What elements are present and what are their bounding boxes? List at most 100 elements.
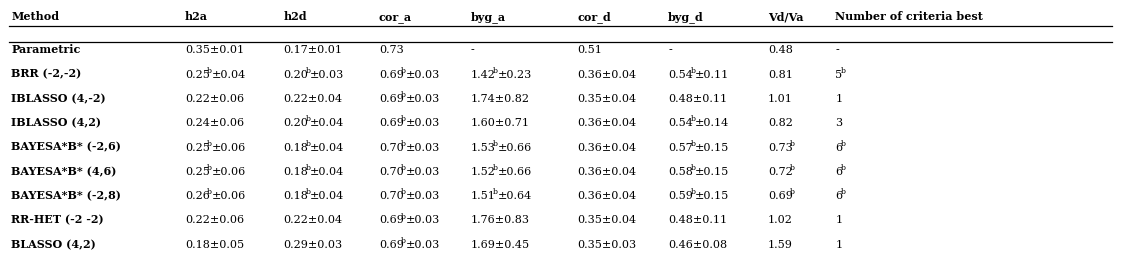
Text: 0.70: 0.70 [379, 191, 404, 201]
Text: b: b [691, 115, 695, 123]
Text: -: - [668, 45, 671, 55]
Text: BLASSO (4,2): BLASSO (4,2) [11, 239, 96, 250]
Text: 3: 3 [835, 118, 842, 128]
Text: 1.53: 1.53 [471, 143, 495, 153]
Text: ±0.03: ±0.03 [406, 240, 439, 250]
Text: 0.18: 0.18 [284, 143, 308, 153]
Text: ±0.06: ±0.06 [212, 167, 245, 177]
Text: ±0.14: ±0.14 [695, 118, 729, 128]
Text: b: b [691, 164, 695, 172]
Text: 0.48: 0.48 [768, 45, 793, 55]
Text: 1.01: 1.01 [768, 94, 793, 104]
Text: 0.46±0.08: 0.46±0.08 [668, 240, 728, 250]
Text: 1.52: 1.52 [471, 167, 495, 177]
Text: 0.22±0.06: 0.22±0.06 [185, 215, 244, 225]
Text: 0.18: 0.18 [284, 167, 308, 177]
Text: ±0.03: ±0.03 [406, 70, 439, 80]
Text: h2a: h2a [185, 11, 209, 22]
Text: ±0.03: ±0.03 [311, 70, 344, 80]
Text: b: b [401, 91, 406, 99]
Text: Method: Method [11, 11, 59, 22]
Text: 0.81: 0.81 [768, 70, 793, 80]
Text: 0.69: 0.69 [379, 118, 404, 128]
Text: 0.35±0.04: 0.35±0.04 [577, 215, 637, 225]
Text: 1.76±0.83: 1.76±0.83 [471, 215, 530, 225]
Text: 6: 6 [835, 143, 842, 153]
Text: b: b [790, 188, 795, 196]
Text: b: b [207, 164, 212, 172]
Text: h2d: h2d [284, 11, 307, 22]
Text: ±0.03: ±0.03 [406, 143, 439, 153]
Text: 0.57: 0.57 [668, 143, 693, 153]
Text: 1: 1 [835, 215, 842, 225]
Text: 0.69: 0.69 [768, 191, 793, 201]
Text: 0.35±0.01: 0.35±0.01 [185, 45, 244, 55]
Text: b: b [841, 140, 845, 148]
Text: b: b [790, 140, 795, 148]
Text: 0.73: 0.73 [379, 45, 404, 55]
Text: 5: 5 [835, 70, 842, 80]
Text: byg_d: byg_d [668, 11, 704, 23]
Text: 0.24±0.06: 0.24±0.06 [185, 118, 244, 128]
Text: b: b [401, 237, 406, 245]
Text: b: b [493, 140, 498, 148]
Text: Vd/Va: Vd/Va [768, 11, 804, 22]
Text: Parametric: Parametric [11, 44, 81, 55]
Text: b: b [790, 164, 795, 172]
Text: ±0.03: ±0.03 [406, 167, 439, 177]
Text: cor_d: cor_d [577, 11, 611, 23]
Text: ±0.03: ±0.03 [406, 94, 439, 104]
Text: ±0.15: ±0.15 [695, 167, 729, 177]
Text: 0.70: 0.70 [379, 167, 404, 177]
Text: 0.29±0.03: 0.29±0.03 [284, 240, 343, 250]
Text: ±0.04: ±0.04 [311, 167, 344, 177]
Text: b: b [401, 188, 406, 196]
Text: 0.35±0.04: 0.35±0.04 [577, 94, 637, 104]
Text: ±0.11: ±0.11 [695, 70, 729, 80]
Text: b: b [493, 67, 498, 75]
Text: b: b [207, 140, 212, 148]
Text: -: - [471, 45, 474, 55]
Text: ±0.03: ±0.03 [406, 191, 439, 201]
Text: 0.72: 0.72 [768, 167, 793, 177]
Text: BAYESA*B* (-2,8): BAYESA*B* (-2,8) [11, 190, 121, 201]
Text: 0.26: 0.26 [185, 191, 210, 201]
Text: 1.59: 1.59 [768, 240, 793, 250]
Text: 0.82: 0.82 [768, 118, 793, 128]
Text: 0.69: 0.69 [379, 94, 404, 104]
Text: b: b [691, 188, 695, 196]
Text: ±0.04: ±0.04 [212, 70, 245, 80]
Text: IBLASSO (4,-2): IBLASSO (4,-2) [11, 93, 105, 104]
Text: 0.36±0.04: 0.36±0.04 [577, 191, 637, 201]
Text: 0.22±0.04: 0.22±0.04 [284, 94, 343, 104]
Text: ±0.03: ±0.03 [406, 118, 439, 128]
Text: 0.48±0.11: 0.48±0.11 [668, 94, 728, 104]
Text: 6: 6 [835, 167, 842, 177]
Text: 0.22±0.06: 0.22±0.06 [185, 94, 244, 104]
Text: BAYESA*B* (4,6): BAYESA*B* (4,6) [11, 166, 117, 177]
Text: 0.54: 0.54 [668, 70, 693, 80]
Text: ±0.15: ±0.15 [695, 143, 729, 153]
Text: 0.36±0.04: 0.36±0.04 [577, 143, 637, 153]
Text: b: b [401, 115, 406, 123]
Text: b: b [306, 188, 311, 196]
Text: 0.51: 0.51 [577, 45, 602, 55]
Text: -: - [835, 45, 839, 55]
Text: b: b [493, 164, 498, 172]
Text: b: b [841, 67, 845, 75]
Text: b: b [691, 67, 695, 75]
Text: 0.22±0.04: 0.22±0.04 [284, 215, 343, 225]
Text: 1.74±0.82: 1.74±0.82 [471, 94, 530, 104]
Text: 0.58: 0.58 [668, 167, 693, 177]
Text: 0.69: 0.69 [379, 215, 404, 225]
Text: 1.60±0.71: 1.60±0.71 [471, 118, 530, 128]
Text: cor_a: cor_a [379, 12, 413, 23]
Text: 0.73: 0.73 [768, 143, 793, 153]
Text: 0.25: 0.25 [185, 143, 210, 153]
Text: 0.69: 0.69 [379, 240, 404, 250]
Text: 6: 6 [835, 191, 842, 201]
Text: b: b [841, 188, 845, 196]
Text: 0.18±0.05: 0.18±0.05 [185, 240, 244, 250]
Text: 0.36±0.04: 0.36±0.04 [577, 70, 637, 80]
Text: ±0.23: ±0.23 [498, 70, 531, 80]
